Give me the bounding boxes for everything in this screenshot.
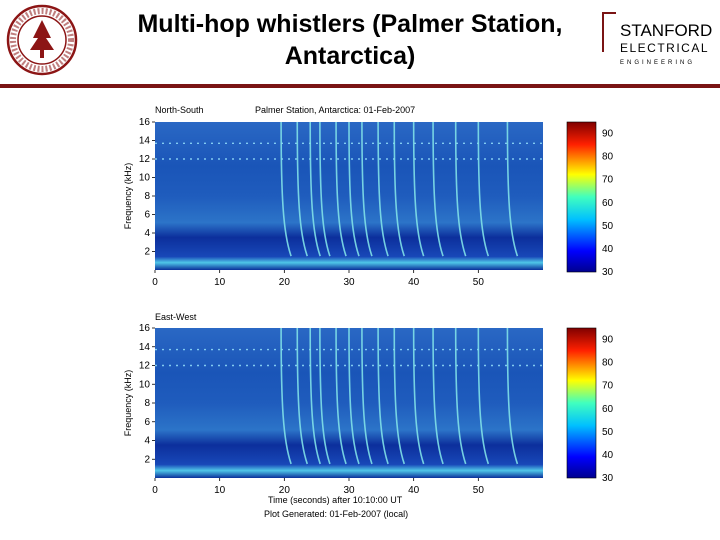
- panel-ew-channel-label: East-West: [155, 312, 197, 322]
- plot-generated-footer: Plot Generated: 01-Feb-2007 (local): [264, 509, 408, 519]
- y-tick-label-ns-5: 12: [139, 154, 151, 165]
- y-tick-label-ew-4: 10: [139, 379, 151, 390]
- colorbar-ns: [566, 121, 597, 273]
- y-axis-label-ns: Frequency (kHz): [123, 163, 133, 230]
- whistler-trace-ew-7: [377, 327, 389, 465]
- colorbar-tick-label-ns-6: 90: [602, 129, 614, 140]
- whistler-trace-ew-10: [432, 327, 444, 465]
- x-tick-label-ew-3: 30: [343, 485, 355, 496]
- whistler-trace-ns-2: [309, 121, 321, 257]
- x-tick-label-ns-0: 0: [152, 277, 158, 288]
- whistler-trace-ns-0: [280, 121, 292, 257]
- y-tick-label-ew-3: 8: [144, 398, 150, 409]
- x-tick-label-ew-2: 20: [279, 485, 291, 496]
- colorbar-tick-label-ns-5: 80: [602, 152, 614, 163]
- y-tick-label-ns-4: 10: [139, 173, 151, 184]
- y-tick-label-ns-2: 6: [144, 210, 150, 221]
- y-axis-label-ew: Frequency (kHz): [123, 370, 133, 437]
- x-axis-label: Time (seconds) after 10:10:00 UT: [268, 495, 403, 505]
- whistler-trace-ew-2: [309, 327, 321, 465]
- spectrogram-panel-north-south: 2 4 6 8 10 12 14 16 0 10 20 30 40 50 Frequency (kHz) 30…: [123, 117, 614, 288]
- x-tick-label-ew-4: 40: [408, 485, 420, 496]
- x-tick-label-ns-2: 20: [279, 277, 291, 288]
- x-tick-label-ns-3: 30: [343, 277, 355, 288]
- whistler-trace-ew-11: [454, 327, 467, 465]
- colorbar-tick-label-ns-4: 70: [602, 175, 614, 186]
- logo-line-engineering: ENGINEERING: [620, 60, 695, 66]
- x-tick-label-ew-0: 0: [152, 485, 158, 496]
- colorbar-ew: [566, 327, 597, 479]
- x-tick-label-ns-1: 10: [214, 277, 226, 288]
- y-tick-label-ew-5: 12: [139, 361, 151, 372]
- y-tick-label-ew-0: 2: [144, 454, 150, 465]
- whistler-trace-ew-5: [348, 327, 360, 465]
- whistler-trace-ns-1: [296, 121, 309, 257]
- whistler-trace-ew-1: [296, 327, 309, 465]
- x-tick-label-ns-5: 50: [473, 277, 485, 288]
- colorbar-tick-label-ew-1: 40: [602, 450, 614, 461]
- title-divider: [0, 84, 720, 88]
- whistler-trace-ew-9: [412, 327, 425, 465]
- whistler-trace-ns-10: [432, 121, 444, 257]
- y-tick-label-ns-7: 16: [139, 117, 151, 128]
- stanford-seal-logo: [6, 4, 78, 76]
- y-tick-label-ew-7: 16: [139, 323, 151, 334]
- y-tick-label-ew-6: 14: [139, 342, 151, 353]
- whistler-trace-ew-3: [319, 327, 331, 465]
- whistler-trace-ew-6: [361, 327, 373, 465]
- y-tick-label-ns-6: 14: [139, 136, 151, 147]
- whistler-trace-ns-3: [319, 121, 331, 257]
- colorbar-tick-label-ew-6: 90: [602, 335, 614, 346]
- x-tick-label-ns-4: 40: [408, 277, 420, 288]
- y-tick-label-ew-2: 6: [144, 417, 150, 428]
- colorbar-tick-label-ew-2: 50: [602, 427, 614, 438]
- whistler-trace-ew-12: [477, 327, 490, 465]
- whistler-trace-ew-13: [506, 327, 519, 465]
- whistler-trace-ns-5: [348, 121, 360, 257]
- y-tick-label-ew-1: 4: [144, 436, 150, 447]
- whistler-trace-ns-4: [335, 121, 347, 257]
- logo-line-stanford: STANFORD: [620, 21, 712, 40]
- x-tick-label-ew-1: 10: [214, 485, 226, 496]
- whistler-trace-ew-4: [335, 327, 347, 465]
- slide-title: Multi-hop whistlers (Palmer Station, Ant…: [137, 10, 563, 70]
- colorbar-tick-label-ns-1: 40: [602, 244, 614, 255]
- y-tick-label-ns-0: 2: [144, 247, 150, 258]
- whistler-trace-ew-0: [280, 327, 292, 465]
- whistler-trace-ns-8: [393, 121, 406, 257]
- colorbar-tick-label-ew-4: 70: [602, 381, 614, 392]
- whistler-trace-ns-11: [454, 121, 467, 257]
- x-tick-label-ew-5: 50: [473, 485, 485, 496]
- logo-line-electrical: ELECTRICAL: [620, 41, 709, 55]
- y-tick-label-ns-1: 4: [144, 228, 150, 239]
- colorbar-tick-label-ns-0: 30: [602, 267, 614, 278]
- y-tick-label-ns-3: 8: [144, 191, 150, 202]
- stanford-electrical-engineering-logo: STANFORD ELECTRICAL ENGINEERING: [602, 12, 712, 66]
- whistler-trace-ns-13: [506, 121, 519, 257]
- whistler-trace-ns-6: [361, 121, 373, 257]
- whistler-trace-ns-9: [412, 121, 425, 257]
- whistler-trace-ns-7: [377, 121, 389, 257]
- colorbar-tick-label-ew-0: 30: [602, 473, 614, 484]
- whistler-trace-ew-8: [393, 327, 406, 465]
- colorbar-tick-label-ew-5: 80: [602, 358, 614, 369]
- panel-ns-channel-label: North-South: [155, 105, 204, 115]
- colorbar-tick-label-ns-2: 50: [602, 221, 614, 232]
- colorbar-tick-label-ns-3: 60: [602, 198, 614, 209]
- colorbar-tick-label-ew-3: 60: [602, 404, 614, 415]
- chart-title: Palmer Station, Antarctica: 01-Feb-2007: [255, 105, 415, 115]
- spectrogram-panel-east-west: 2 4 6 8 10 12 14 16 0 10 20 30 40 50 Frequency (kHz) 30…: [123, 323, 614, 496]
- whistler-trace-ns-12: [477, 121, 490, 257]
